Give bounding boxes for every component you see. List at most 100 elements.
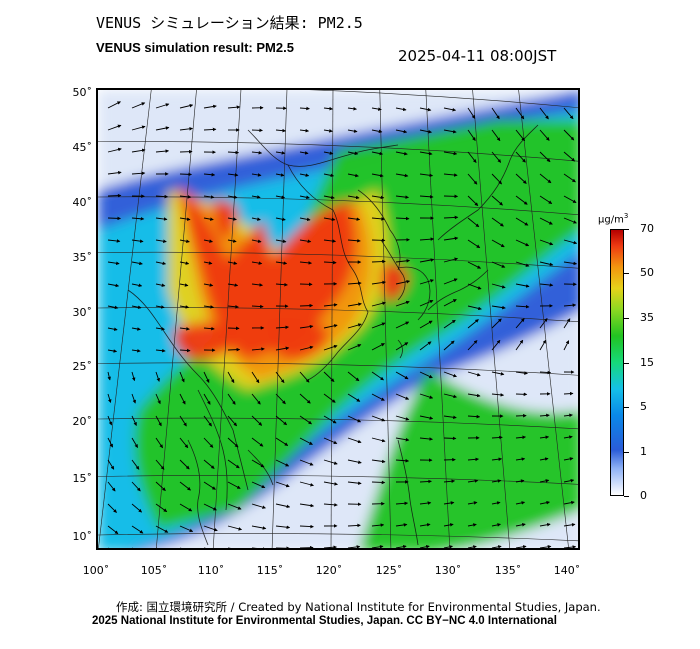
wind-arrow [179,103,194,109]
wind-arrow [419,437,433,441]
license-line: 2025 National Institute for Environmenta… [92,615,557,627]
wind-arrow [491,371,505,376]
wind-arrow [515,239,530,247]
wind-arrow [156,547,158,548]
wind-vectors [107,101,578,548]
wind-arrow [347,129,358,133]
wind-arrow [395,151,408,156]
wind-arrow [419,237,435,241]
wind-arrow [131,125,146,131]
lat-label: 45˚ [72,141,93,154]
lat-label: 50˚ [72,86,93,99]
concentration-patch [267,318,328,360]
colorbar-label: 35 [640,311,654,324]
wind-arrow [131,415,137,426]
wind-arrow [203,195,215,199]
wind-arrow [563,545,577,548]
wind-arrow [515,479,525,483]
wind-arrow [180,547,182,548]
wind-arrow [227,437,239,448]
wind-arrow [107,101,121,109]
colorbar-tick [624,496,629,497]
wind-arrow [155,481,166,492]
wind-arrow [563,391,574,396]
wind-arrow [563,261,578,266]
wind-arrow [371,301,386,307]
wind-arrow [227,481,241,489]
colorbar-tick [624,452,629,453]
wind-arrow [179,126,193,131]
wind-arrow [371,523,385,527]
wind-arrow [227,239,237,243]
wind-arrow [515,261,530,267]
wind-arrow [395,371,409,380]
wind-arrow [371,480,386,485]
wind-arrow [491,545,502,548]
wind-arrow [395,259,411,263]
wind-arrow [443,479,456,484]
wind-arrow [323,195,335,200]
wind-arrow [419,523,431,527]
wind-arrow [155,103,170,109]
wind-arrow [347,173,359,178]
wind-arrow [131,171,146,176]
wind-arrow [275,282,288,287]
wind-arrow [371,173,384,178]
wind-arrow [395,195,409,199]
wind-arrow [467,545,477,548]
wind-arrow [491,239,505,248]
wind-arrow [299,481,314,487]
wind-arrow [323,151,334,155]
wind-arrow [347,481,362,485]
wind-arrow [179,525,194,532]
wind-arrow [251,217,261,221]
wind-arrow [467,261,482,269]
wind-arrow [107,124,122,131]
wind-arrow [132,547,134,548]
lon-label: 105˚ [140,564,168,577]
wind-arrow [203,261,213,265]
wind-arrow [515,195,528,205]
wind-arrow [347,523,361,528]
wind-arrow [467,107,476,119]
meridian [379,90,392,548]
wind-arrow [467,340,478,351]
wind-arrow [371,129,383,134]
wind-arrow [251,195,261,199]
lon-label: 120˚ [315,564,343,577]
wind-arrow [515,339,524,351]
wind-arrow [107,216,121,221]
wind-arrow [419,341,432,351]
credit-line: 作成: 国立環境研究所 / Created by National Instit… [116,600,601,614]
wind-arrow [539,283,554,287]
lat-label: 35˚ [72,251,93,264]
wind-arrow [563,413,573,418]
wind-arrow [371,415,386,422]
wind-arrow [251,459,265,468]
wind-arrow [179,459,190,470]
wind-arrow [251,525,267,530]
wind-arrow [251,239,262,243]
wind-arrow [371,107,382,111]
wind-arrow [299,195,310,200]
wind-arrow [563,173,576,183]
wind-arrow [107,283,120,288]
wind-arrow [299,106,310,111]
wind-arrow [131,348,141,353]
wind-arrow [155,459,165,470]
wind-arrow [227,371,235,384]
wind-arrow [323,260,337,265]
wind-arrow [467,319,479,329]
wind-arrow [395,458,410,463]
wind-arrow [227,105,241,109]
wind-arrow [107,371,111,381]
wind-arrow [395,393,410,400]
wind-arrow [323,239,337,243]
wind-arrow [395,523,408,527]
wind-arrow [179,305,190,309]
wind-arrow [155,126,170,131]
wind-arrow [203,525,218,532]
wind-arrow [491,393,505,397]
wind-arrow [299,503,315,508]
wind-arrow [107,525,119,535]
